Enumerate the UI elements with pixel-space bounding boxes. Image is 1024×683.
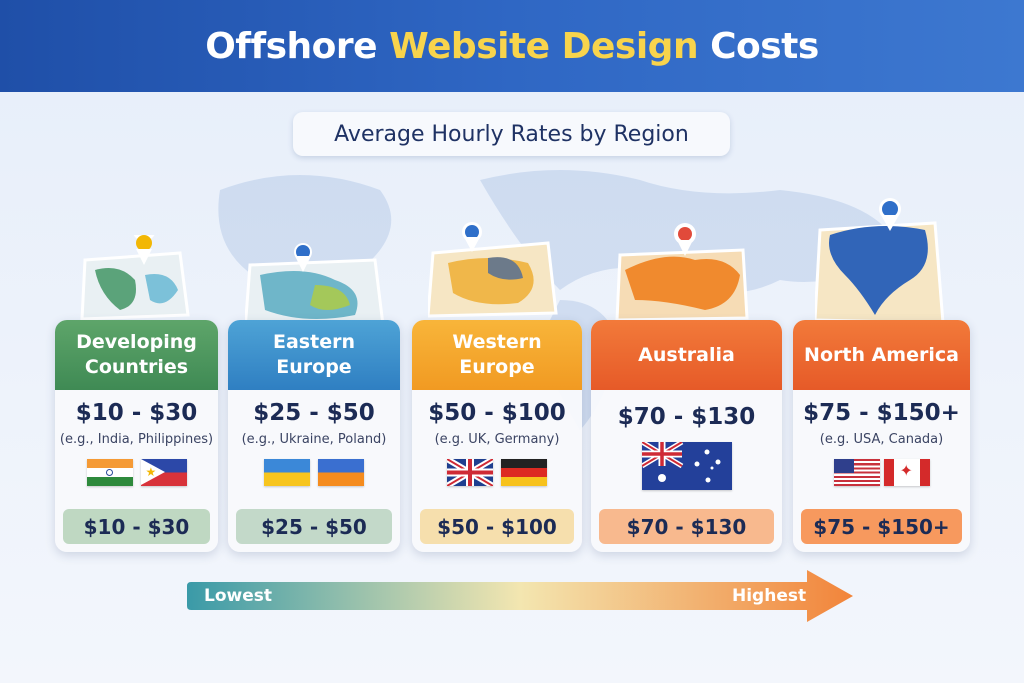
india-flag [86,459,133,486]
region-name: Developing Countries [55,320,218,390]
rate-range: $10 - $30 [75,400,198,426]
rate-badge: $75 - $150+ [801,509,962,544]
map-illustration-eastern-europe [243,240,385,332]
rate-range: $50 - $100 [428,400,566,426]
region-examples: (e.g. UK, Germany) [434,432,560,447]
map-illustration-north-america [813,195,945,325]
title-banner: Offshore Website Design Costs [0,0,1024,92]
rate-range: $75 - $150+ [803,400,960,426]
region-examples: (e.g. USA, Canada) [819,432,944,447]
region-name: North America [793,320,970,390]
rate-badge: $25 - $50 [236,509,392,544]
scale-high-label: Highest [732,586,807,606]
philippines-flag: ★ [140,459,187,486]
map-illustration-australia [615,220,750,322]
region-name: Eastern Europe [228,320,400,390]
rate-range: $25 - $50 [253,400,375,426]
region-card-western-europe: Western Europe $50 - $100 (e.g. UK, Germ… [412,320,582,552]
title-part1: Offshore [205,25,378,67]
title-highlight: Website Design [389,25,699,67]
uk-flag [447,459,493,486]
ukraine-flag [264,459,310,486]
map-illustration-developing [80,217,190,321]
scale-low-label: Lowest [204,586,272,606]
map-illustration-western-europe [426,218,558,318]
region-card-eastern-europe: Eastern Europe $25 - $50 (e.g., Ukraine,… [228,320,400,552]
region-card-developing: Developing Countries $10 - $30 (e.g., In… [55,320,218,552]
germany-flag [501,459,547,486]
australia-flag [641,442,732,490]
ukraine-flag [318,459,364,486]
region-name: Western Europe [412,320,582,390]
title-part2: Costs [710,25,819,67]
cost-scale-arrow: Lowest Highest [187,570,855,622]
region-card-australia: Australia $70 - $130 $70 - $130 [591,320,782,552]
region-examples: (e.g., India, Philippines) [59,432,214,447]
canada-flag: ✦ [883,459,930,486]
rate-badge: $50 - $100 [420,509,574,544]
rate-badge: $10 - $30 [63,509,210,544]
rate-badge: $70 - $130 [599,509,774,544]
subtitle-pill: Average Hourly Rates by Region [293,112,730,156]
region-card-north-america: North America $75 - $150+ (e.g. USA, Can… [793,320,970,552]
region-examples: (e.g., Ukraine, Poland) [241,432,387,447]
usa-flag [833,459,880,486]
region-name: Australia [591,320,782,390]
rate-range: $70 - $130 [617,404,756,430]
